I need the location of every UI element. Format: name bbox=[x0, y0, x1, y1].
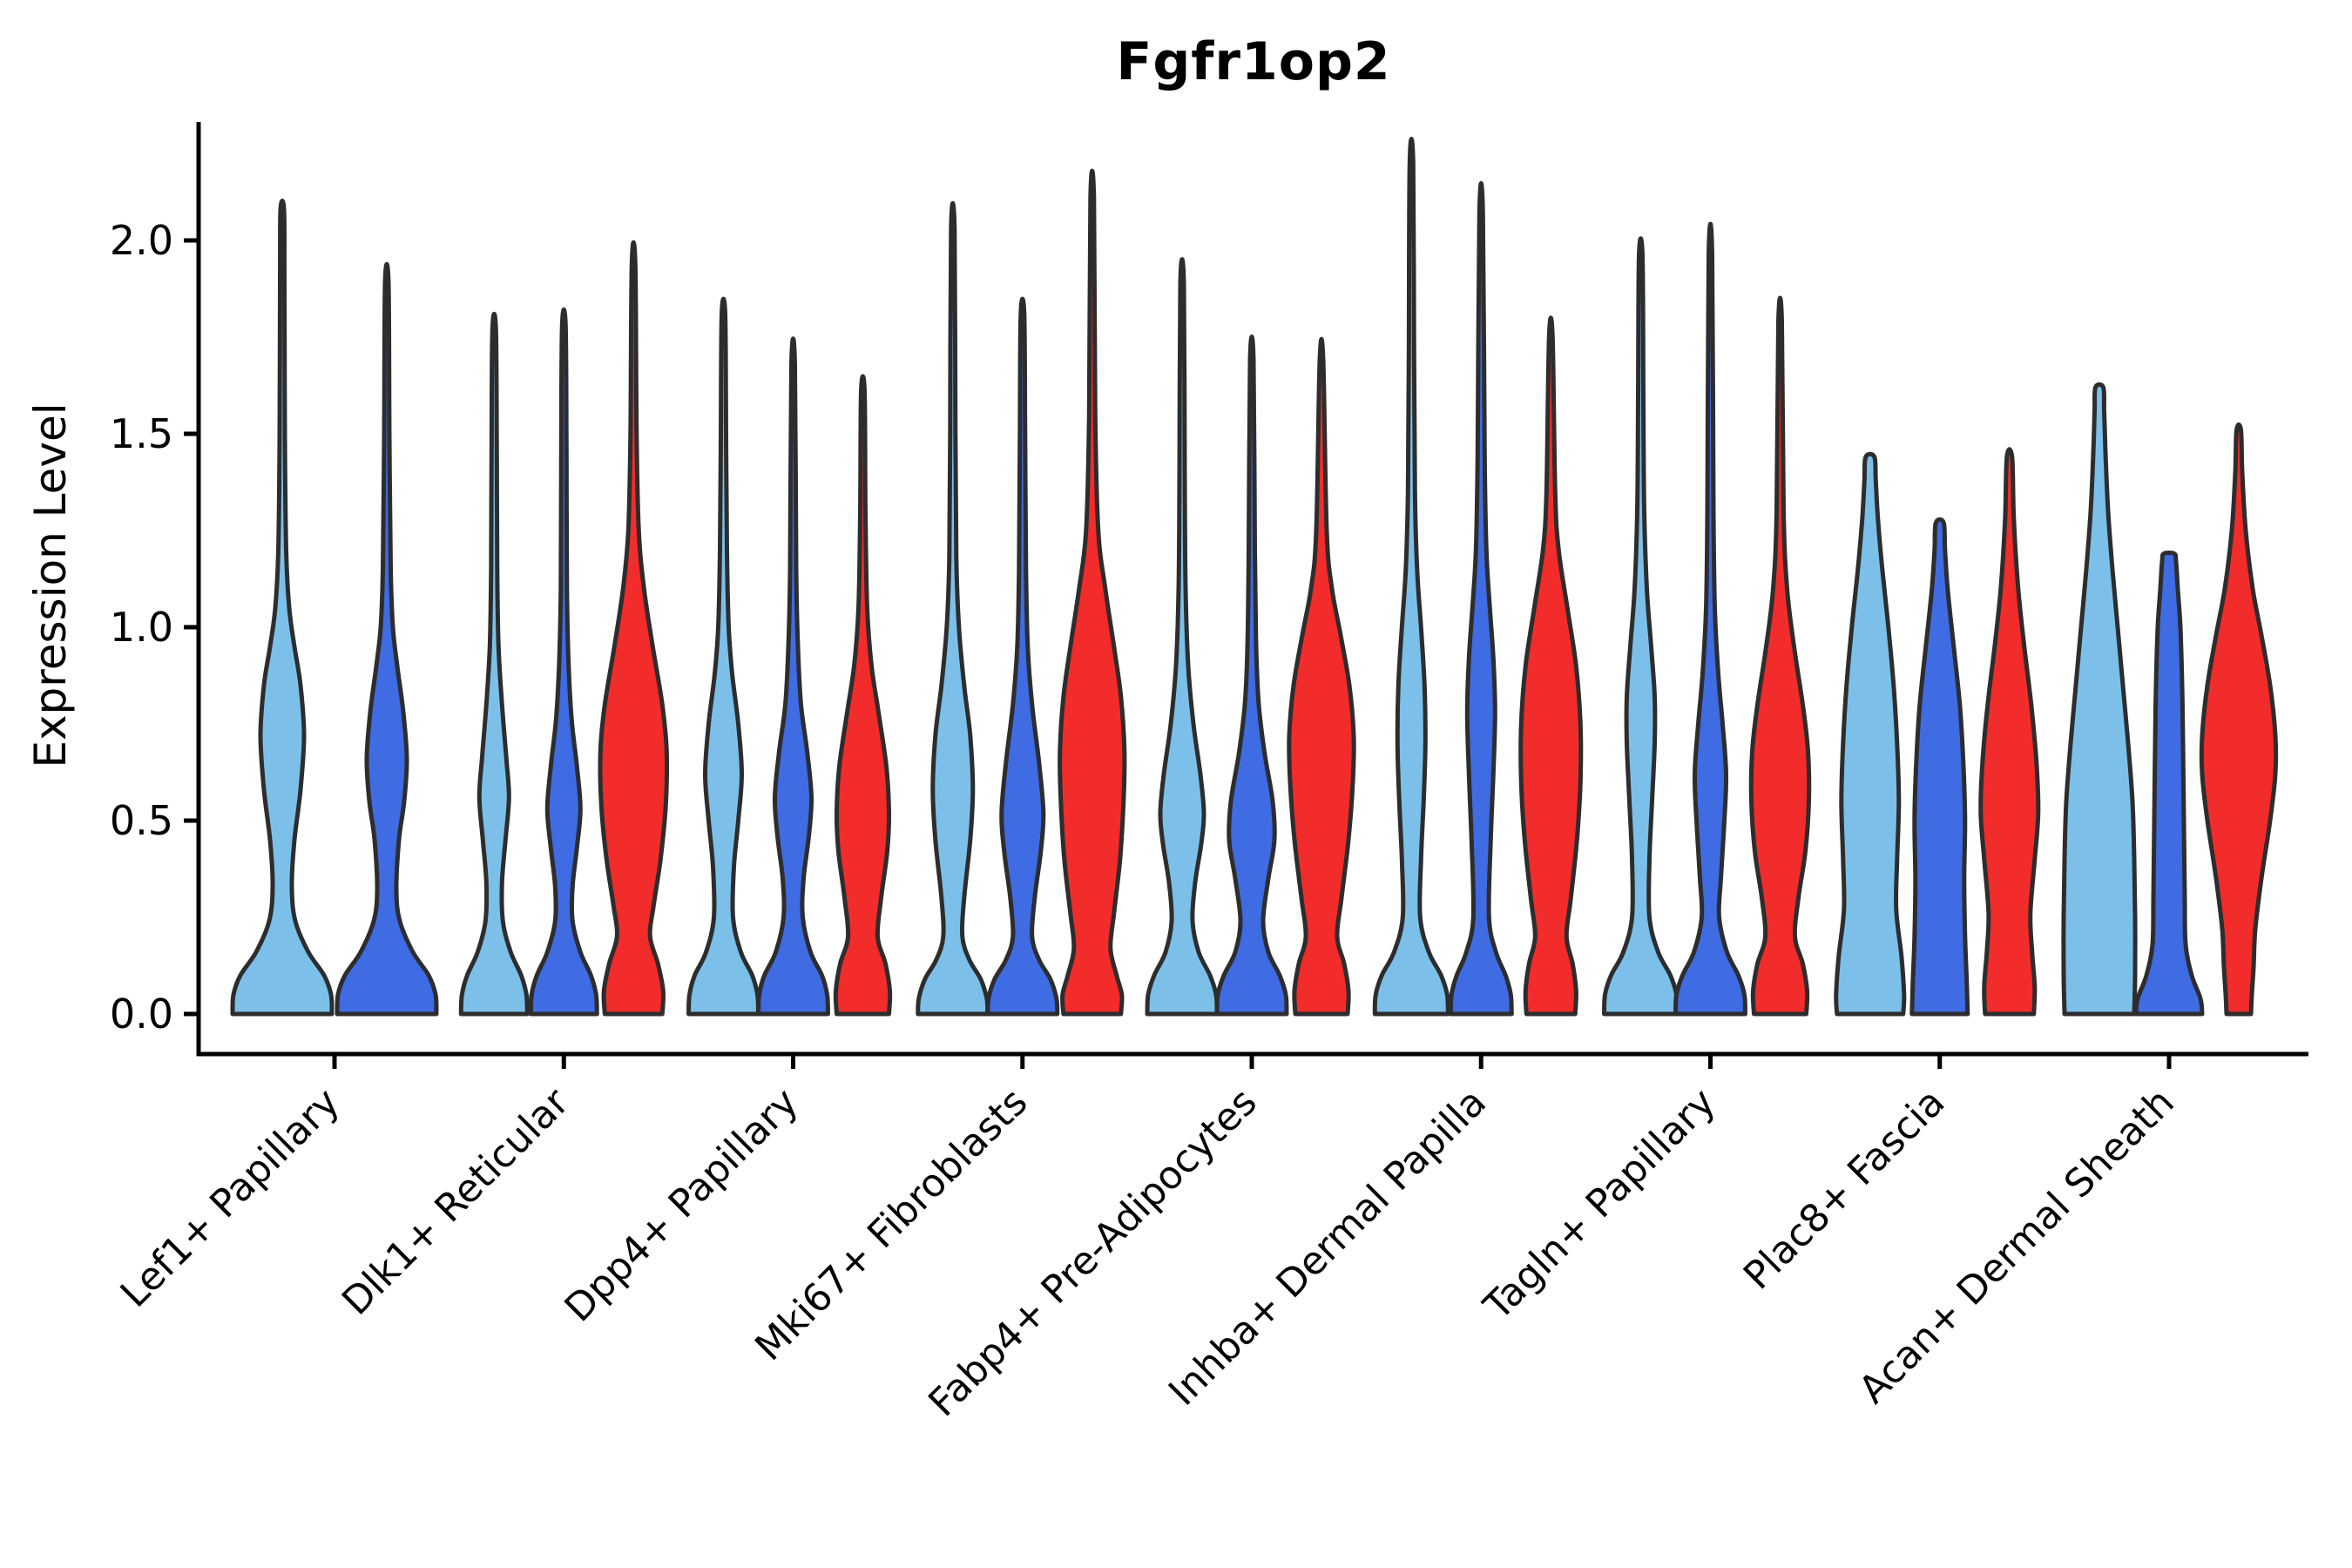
x-tick-label: Lef1+ Papillary bbox=[112, 1080, 348, 1316]
violin-dpp4-blue bbox=[756, 336, 830, 1017]
violin-acan-skyblue bbox=[2061, 382, 2138, 1017]
violin-acan-blue bbox=[2133, 551, 2205, 1017]
violin-dlk1-red bbox=[598, 240, 670, 1017]
chart-title: Fgfr1op2 bbox=[1116, 31, 1391, 92]
violin-mki67-skyblue bbox=[916, 201, 990, 1017]
violin-dpp4-red bbox=[833, 374, 893, 1017]
x-tick-label: Dlk1+ Reticular bbox=[334, 1079, 578, 1324]
violin-plac8-skyblue bbox=[1834, 451, 1907, 1017]
y-tick-label: 1.5 bbox=[110, 410, 173, 457]
violin-inhba-skyblue bbox=[1372, 137, 1450, 1017]
violin-lef1-skyblue bbox=[230, 199, 335, 1017]
violin-plac8-red bbox=[1978, 447, 2041, 1017]
violin-fabp4-skyblue bbox=[1145, 257, 1220, 1017]
violin-dpp4-skyblue bbox=[686, 296, 760, 1017]
violin-mki67-red bbox=[1058, 168, 1127, 1017]
violin-dlk1-blue bbox=[528, 307, 599, 1017]
violin-inhba-blue bbox=[1448, 180, 1514, 1017]
violin-tagln-skyblue bbox=[1602, 236, 1680, 1017]
violin-fabp4-red bbox=[1287, 337, 1356, 1017]
violin-inhba-red bbox=[1518, 315, 1584, 1017]
y-tick-label: 2.0 bbox=[110, 217, 173, 264]
violin-tagln-blue bbox=[1673, 221, 1747, 1017]
y-tick-label: 0.0 bbox=[110, 990, 173, 1037]
x-tick-label: Dpp4+ Papillary bbox=[557, 1080, 808, 1331]
violin-plac8-blue bbox=[1909, 517, 1970, 1017]
y-tick-label: 0.5 bbox=[110, 797, 173, 844]
y-tick-label: 1.0 bbox=[110, 604, 173, 651]
violin-mki67-blue bbox=[985, 296, 1060, 1017]
violin-acan-red bbox=[2199, 422, 2279, 1017]
violin-fabp4-blue bbox=[1214, 335, 1289, 1017]
y-axis: 0.0 0.5 1.0 1.5 2.0 bbox=[110, 217, 199, 1037]
violins bbox=[230, 137, 2279, 1017]
violin-lef1-blue bbox=[335, 261, 439, 1017]
x-tick-label: Tagln+ Papillary bbox=[1475, 1080, 1724, 1329]
x-tick-label: Plac8+ Fascia bbox=[1735, 1080, 1954, 1299]
violin-tagln-red bbox=[1748, 295, 1812, 1017]
violin-dlk1-skyblue bbox=[458, 311, 530, 1017]
